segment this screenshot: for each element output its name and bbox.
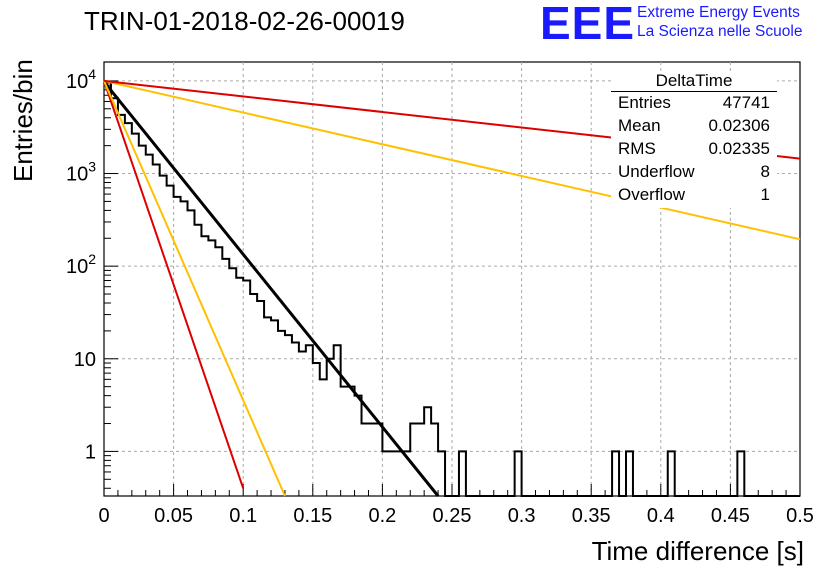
stats-row-underflow: Underflow 8 (618, 162, 770, 182)
stats-value: 8 (760, 162, 770, 181)
x-tick-label: 0.35 (572, 505, 611, 527)
stats-row-mean: Mean 0.02306 (618, 116, 770, 136)
stats-row-rms: RMS 0.02335 (618, 139, 770, 159)
chart-title: TRIN-01-2018-02-26-00019 (84, 6, 405, 36)
eee-logo: EEE (540, 0, 636, 49)
y-tick-exponent: 3 (88, 159, 96, 175)
stats-value: 1 (760, 185, 770, 204)
fit-line (103, 79, 801, 241)
stats-title: DeltaTime (655, 71, 733, 90)
stats-row-overflow: Overflow 1 (618, 185, 770, 205)
y-tick-label: 102 (66, 251, 96, 278)
stats-label: Overflow (618, 185, 686, 204)
x-tick-label: 0.2 (368, 505, 396, 527)
logo-line-1: Extreme Energy Events (637, 4, 800, 21)
stats-value: 0.02335 (708, 139, 770, 158)
y-axis-label: Entries/bin (8, 59, 38, 182)
stats-label: RMS (618, 139, 656, 158)
fit-line (103, 80, 245, 489)
fit-line (103, 80, 286, 497)
stats-box: DeltaTime Entries 47741 Mean 0.02306 RMS… (611, 71, 777, 208)
y-tick-label: 1 (85, 441, 96, 463)
stats-label: Underflow (618, 162, 695, 181)
x-tick-label: 0 (98, 505, 109, 527)
stats-row-entries: Entries 47741 (618, 93, 770, 113)
y-tick-label: 104 (66, 66, 96, 93)
x-tick-label: 0.05 (154, 505, 193, 527)
x-tick-label: 0.45 (711, 505, 750, 527)
y-tick-label: 10 (74, 349, 96, 371)
stats-divider (611, 91, 777, 92)
stats-label: Mean (618, 116, 661, 135)
fit-line (102, 80, 440, 497)
y-tick-label: 103 (66, 159, 96, 186)
x-tick-label: 0.25 (433, 505, 472, 527)
x-tick-label: 0.15 (293, 505, 332, 527)
histogram (104, 81, 800, 497)
x-tick-labels: 0 0.05 0.1 0.15 0.2 0.25 0.3 0.35 0.4 0.45 0.5 (98, 505, 813, 527)
stats-label: Entries (618, 93, 671, 112)
stats-value: 0.02306 (708, 116, 770, 135)
x-tick-label: 0.1 (229, 505, 257, 527)
axis-ticks (103, 80, 801, 496)
y-tick-exponent: 4 (88, 66, 96, 82)
x-axis-label: Time difference [s] (591, 536, 804, 566)
logo-line-2: La Scienza nelle Scuole (637, 23, 803, 40)
x-tick-label: 0.4 (647, 505, 675, 527)
x-tick-label: 0.3 (508, 505, 536, 527)
stats-value: 47741 (722, 93, 770, 112)
x-tick-label: 0.5 (786, 505, 814, 527)
y-tick-exponent: 2 (88, 251, 96, 267)
y-tick-labels: 1 10 102 103 104 (66, 66, 96, 463)
histogram-outline (104, 81, 800, 497)
